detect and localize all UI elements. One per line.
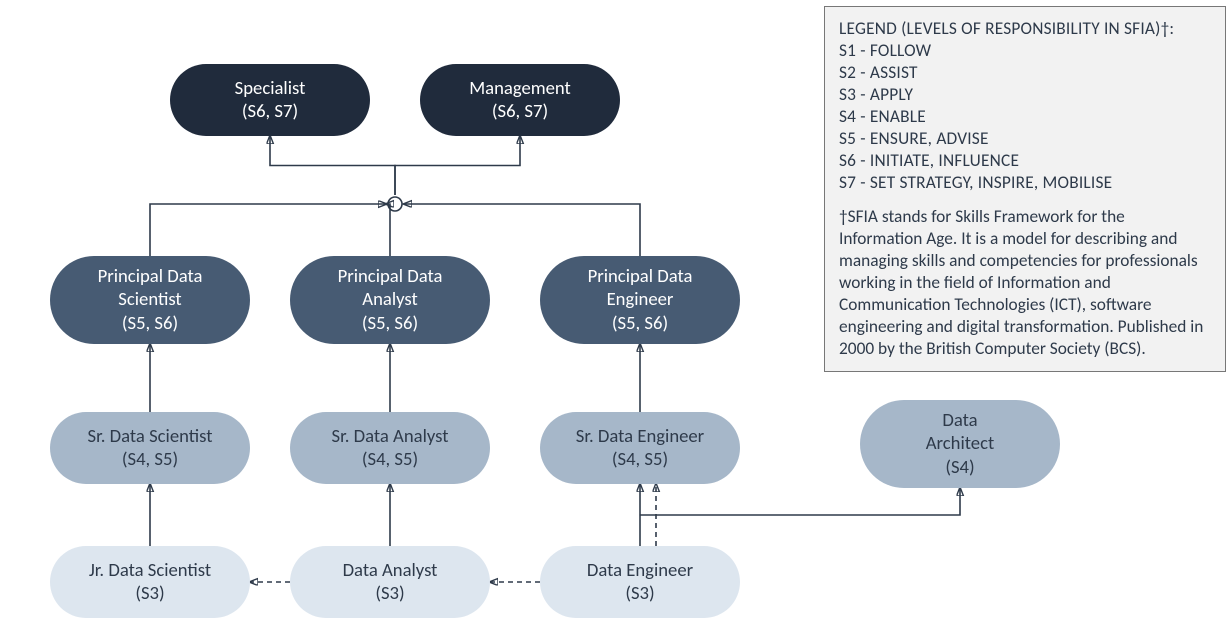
node-specialist-line2: (S6, S7): [242, 100, 298, 123]
node-management-line1: Management: [469, 77, 571, 100]
legend-note: †SFIA stands for Skills Framework for th…: [839, 205, 1211, 359]
node-sr_analyst-line2: (S4, S5): [362, 448, 418, 471]
node-sr_scientist: Sr. Data Scientist(S4, S5): [50, 412, 250, 484]
node-p_scientist-line1: Principal Data: [98, 265, 203, 288]
node-architect: DataArchitect(S4): [860, 400, 1060, 488]
node-architect-line2: Architect: [926, 432, 994, 455]
legend-levels: S1 - FOLLOWS2 - ASSISTS3 - APPLYS4 - ENA…: [839, 39, 1211, 193]
node-p_engineer-line1: Principal Data: [588, 265, 693, 288]
node-jr_scientist: Jr. Data Scientist(S3): [50, 546, 250, 618]
node-sr_scientist-line1: Sr. Data Scientist: [88, 425, 213, 448]
node-sr_scientist-line2: (S4, S5): [122, 448, 178, 471]
node-p_analyst: Principal DataAnalyst(S5, S6): [290, 256, 490, 344]
legend-level: S2 - ASSIST: [839, 61, 1211, 83]
node-p_analyst-line2: Analyst: [362, 288, 417, 311]
node-p_scientist-line2: Scientist: [118, 288, 181, 311]
node-sr_engineer-line2: (S4, S5): [612, 448, 668, 471]
node-specialist-line1: Specialist: [235, 77, 306, 100]
legend-level: S5 - ENSURE, ADVISE: [839, 127, 1211, 149]
node-sr_analyst-line1: Sr. Data Analyst: [332, 425, 449, 448]
legend-level: S3 - APPLY: [839, 83, 1211, 105]
legend-level: S7 - SET STRATEGY, INSPIRE, MOBILISE: [839, 171, 1211, 193]
node-sr_analyst: Sr. Data Analyst(S4, S5): [290, 412, 490, 484]
node-p_scientist: Principal DataScientist(S5, S6): [50, 256, 250, 344]
node-analyst-line2: (S3): [375, 582, 404, 605]
node-jr_scientist-line1: Jr. Data Scientist: [89, 559, 211, 582]
node-sr_engineer-line1: Sr. Data Engineer: [576, 425, 704, 448]
node-engineer-line2: (S3): [625, 582, 654, 605]
legend-box: LEGEND (LEVELS OF RESPONSIBILITY IN SFIA…: [824, 6, 1226, 372]
legend-title: LEGEND (LEVELS OF RESPONSIBILITY IN SFIA…: [839, 17, 1211, 39]
node-p_analyst-line3: (S5, S6): [362, 312, 418, 335]
node-p_scientist-line3: (S5, S6): [122, 312, 178, 335]
node-architect-line1: Data: [942, 409, 977, 432]
node-engineer: Data Engineer(S3): [540, 546, 740, 618]
node-specialist: Specialist(S6, S7): [170, 64, 370, 136]
node-p_engineer: Principal DataEngineer(S5, S6): [540, 256, 740, 344]
legend-level: S4 - ENABLE: [839, 105, 1211, 127]
node-jr_scientist-line2: (S3): [135, 582, 164, 605]
node-p_analyst-line1: Principal Data: [338, 265, 443, 288]
node-analyst: Data Analyst(S3): [290, 546, 490, 618]
node-architect-line3: (S4): [945, 456, 974, 479]
node-analyst-line1: Data Analyst: [343, 559, 438, 582]
node-management: Management(S6, S7): [420, 64, 620, 136]
node-engineer-line1: Data Engineer: [587, 559, 693, 582]
node-p_engineer-line3: (S5, S6): [612, 312, 668, 335]
node-management-line2: (S6, S7): [492, 100, 548, 123]
legend-level: S1 - FOLLOW: [839, 39, 1211, 61]
legend-level: S6 - INITIATE, INFLUENCE: [839, 149, 1211, 171]
node-p_engineer-line2: Engineer: [607, 288, 674, 311]
node-sr_engineer: Sr. Data Engineer(S4, S5): [540, 412, 740, 484]
